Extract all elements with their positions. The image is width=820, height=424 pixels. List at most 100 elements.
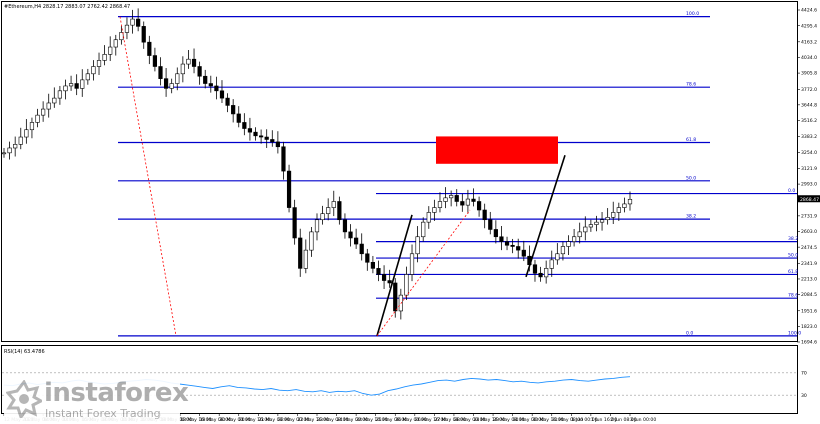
x-tick-label: 22 May 16:00 [297, 417, 329, 423]
candle-body [191, 58, 197, 67]
x-tick-label: 19 May 08:00 [200, 417, 232, 423]
current-price-label: 2868.47 [800, 197, 819, 203]
y-tick-label: 1951.6 [801, 308, 817, 314]
candle-body [449, 195, 454, 199]
x-tick-label: 18 May 16:00 [180, 417, 212, 423]
candle-body [594, 221, 599, 225]
candle-body [169, 83, 174, 89]
candle-body [186, 58, 191, 65]
candle-body [124, 24, 130, 33]
candle-body [208, 83, 213, 87]
x-tick-label: 24 May 16:00 [356, 417, 388, 423]
fib-level-label-right: 0.0 [788, 188, 795, 194]
impulse-trendline [376, 214, 413, 337]
candle-body [320, 213, 325, 221]
y-tick-label: 3516.2 [801, 118, 817, 124]
candle-body [214, 85, 219, 92]
candle-body [488, 219, 493, 230]
candle-body [493, 229, 498, 238]
fib-level-label-right: 78.6 [788, 293, 798, 299]
candle-body [471, 198, 476, 202]
candle-body [465, 198, 471, 206]
current-price-tag [798, 195, 820, 203]
candle-body [560, 246, 566, 255]
candle-body [298, 237, 303, 269]
target-zone [436, 136, 558, 164]
y-tick-label: 2341.9 [801, 261, 817, 267]
candle-body [1, 152, 7, 155]
candle-body [309, 231, 314, 251]
candle-body [359, 243, 364, 255]
price-axis: 4424.6 4295.4 4163.2 4034.0 3905.8 3772.0 3644… [797, 8, 817, 346]
y-tick-label: 2603.0 [801, 229, 817, 235]
x-tick-label: 27 May 08:00 [434, 417, 466, 423]
y-tick-label: 4424.6 [801, 8, 817, 14]
candle-body [393, 282, 398, 312]
watermark-tagline: Instant Forex Trading [45, 407, 161, 420]
candle-body [443, 197, 448, 202]
candle-body [119, 32, 124, 41]
fib-level-label-right: 100.0 [788, 330, 801, 336]
candle-body [231, 105, 236, 115]
fib-level-label: 50.0 [686, 175, 696, 181]
candle-body [29, 122, 35, 131]
candle-body [588, 224, 593, 228]
fib-level-label: 100.0 [686, 11, 699, 17]
fib-level-label: 38.2 [686, 214, 696, 220]
projected-trendline [525, 155, 566, 278]
candle-body [91, 66, 96, 75]
candle-body [24, 129, 29, 138]
candle-body [286, 170, 292, 208]
candle-body [510, 244, 515, 247]
candle-body [622, 203, 627, 208]
candle-body [521, 249, 526, 257]
x-tick-label: 2 Jun 08:00 [610, 417, 636, 423]
candle-body [616, 207, 621, 213]
fib-level-label-right: 38.2 [788, 236, 798, 242]
rsi-tick-label: 30 [801, 393, 807, 399]
candle-body [499, 236, 504, 242]
y-tick-label: 4034.0 [801, 55, 817, 61]
x-tick-label: 26 May 00:00 [395, 417, 427, 423]
candle-body [85, 73, 90, 81]
x-tick-label: 26 May 16:00 [415, 417, 447, 423]
candle-body [141, 26, 146, 43]
candle-body [370, 261, 375, 269]
candle-body [583, 226, 588, 233]
watermark-brand: instaforex [44, 378, 189, 408]
y-tick-label: 3121.9 [801, 166, 817, 172]
symbol-header: #Ethereum,H4 2828.17 2883.07 2762.42 286… [4, 4, 130, 10]
x-tick-label: 30 May 16:00 [532, 417, 564, 423]
candle-body [544, 268, 549, 278]
y-tick-label: 4295.4 [801, 23, 817, 29]
x-tick-label: 24 May 00:00 [337, 417, 369, 423]
fib-level-label: 61.8 [686, 137, 696, 143]
y-tick-label: 2993.0 [801, 182, 817, 188]
y-tick-label: 3383.2 [801, 134, 817, 140]
candle-body [348, 231, 353, 239]
rsi-header: RSI(14) 63.4786 [4, 349, 45, 355]
candle-body [102, 54, 107, 61]
candle-body [57, 90, 62, 99]
x-tick-label: 28 May 16:00 [474, 417, 506, 423]
candle-body [354, 237, 359, 245]
candle-body [7, 147, 12, 154]
x-tick-label: 20 May 00:00 [219, 417, 251, 423]
y-tick-label: 2474.5 [801, 245, 817, 251]
x-tick-label: 20 May 16:00 [239, 417, 271, 423]
candle-body [35, 114, 40, 123]
candle-body [236, 113, 241, 123]
candle-body [96, 60, 102, 67]
instaforex-logo-icon [6, 380, 42, 418]
candle-body [432, 207, 437, 213]
candle-body [387, 280, 392, 284]
candle-body [270, 139, 275, 143]
candle-body [516, 246, 521, 251]
rsi-tick-label: 70 [801, 370, 807, 376]
candlesticks [1, 8, 633, 320]
candle-body [627, 199, 633, 205]
candle-body [63, 85, 68, 92]
candle-body [158, 66, 163, 79]
candle-body [41, 108, 46, 116]
